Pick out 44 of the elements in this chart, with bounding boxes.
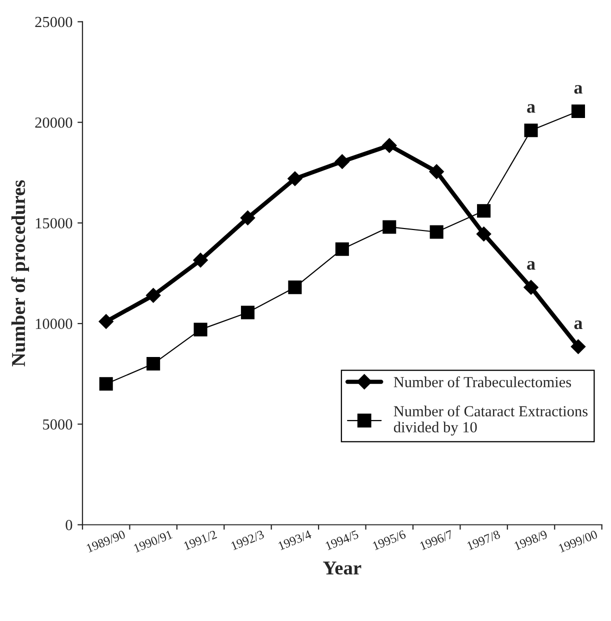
y-tick-label: 25000 — [35, 16, 72, 28]
annotation: a — [574, 85, 582, 94]
point — [98, 314, 114, 329]
point — [288, 171, 302, 186]
x-tick-label: 1996/7 — [420, 530, 454, 550]
point — [146, 357, 160, 371]
x-tick-label: 1991/2 — [183, 530, 218, 550]
point — [524, 280, 538, 295]
x-tick-label: 1993/4 — [278, 530, 312, 550]
point — [430, 225, 444, 239]
point — [335, 242, 349, 256]
point — [334, 154, 350, 169]
legend-label: Number of Trabeculectomies — [394, 376, 572, 388]
point — [476, 226, 492, 242]
point — [429, 164, 444, 180]
point — [571, 104, 585, 118]
point — [382, 220, 396, 234]
annotation: a — [527, 104, 536, 113]
point — [477, 204, 491, 218]
point — [382, 138, 397, 153]
x-tick-label: 1998/9 — [514, 530, 548, 550]
point — [524, 124, 538, 138]
y-axis-title: Number of procedures — [11, 180, 30, 366]
point — [99, 377, 113, 391]
y-tick-label: 10000 — [36, 318, 72, 329]
x-tick-label: 1995/6 — [372, 530, 406, 550]
x-tick-label: 1997/8 — [466, 530, 501, 550]
annotation: a — [527, 261, 536, 270]
point — [570, 339, 586, 354]
point — [240, 306, 255, 320]
x-tick-label: 1994/5 — [325, 530, 359, 550]
x-axis-title: Year — [323, 562, 362, 575]
point — [193, 252, 208, 268]
x-tick-label: 1992/3 — [230, 530, 265, 550]
legend-label: Number of Cataract Extractions divided by 10 — [394, 406, 588, 436]
point — [146, 288, 161, 303]
y-tick-label: 15000 — [36, 218, 72, 228]
point — [240, 210, 256, 226]
y-tick-label: 20000 — [35, 117, 72, 128]
y-tick-label: 0 — [66, 520, 72, 530]
annotation: a — [574, 320, 582, 330]
point — [288, 280, 302, 294]
y-tick-label: 5000 — [43, 419, 72, 430]
point — [194, 322, 208, 336]
